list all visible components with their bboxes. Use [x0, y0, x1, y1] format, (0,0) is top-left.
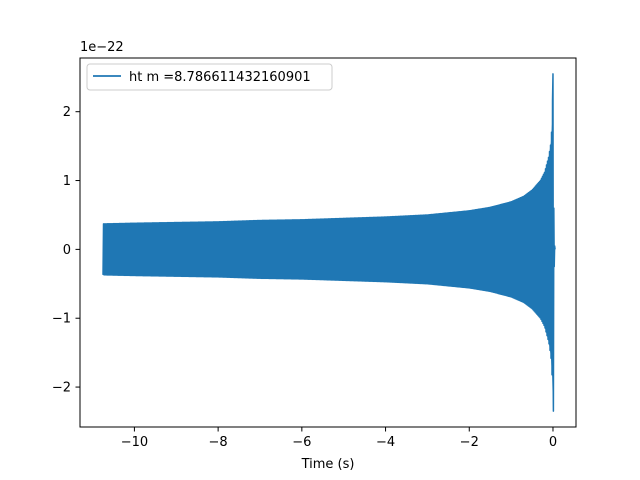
- y-tick-label: 1: [63, 174, 71, 189]
- x-axis-label: Time (s): [301, 457, 355, 472]
- x-tick-label: −10: [121, 435, 148, 450]
- x-tick-label: 0: [549, 435, 557, 450]
- x-tick-label: −2: [460, 435, 479, 450]
- y-tick-label: 2: [63, 105, 71, 120]
- series-layer: [102, 73, 556, 412]
- series-line-0: [102, 73, 556, 412]
- y-axis-ticks: −2 −1 0 1 2: [52, 105, 80, 396]
- axes-frame: [79, 57, 577, 428]
- y-tick-label: −2: [52, 381, 71, 396]
- x-axis-ticks: −10 −8 −6 −4 −2 0: [121, 427, 557, 450]
- x-tick-label: −6: [292, 435, 311, 450]
- x-tick-label: −8: [209, 435, 228, 450]
- legend: ht m =8.786611432160901: [86, 63, 333, 91]
- legend-entry-label: ht m =8.786611432160901: [129, 70, 311, 85]
- y-tick-label: 0: [63, 243, 71, 258]
- y-tick-label: −1: [52, 312, 71, 327]
- plot-area: [79, 57, 577, 428]
- y-axis-offset-label: 1e−22: [80, 40, 124, 55]
- x-tick-label: −4: [376, 435, 395, 450]
- legend-box: [86, 63, 333, 91]
